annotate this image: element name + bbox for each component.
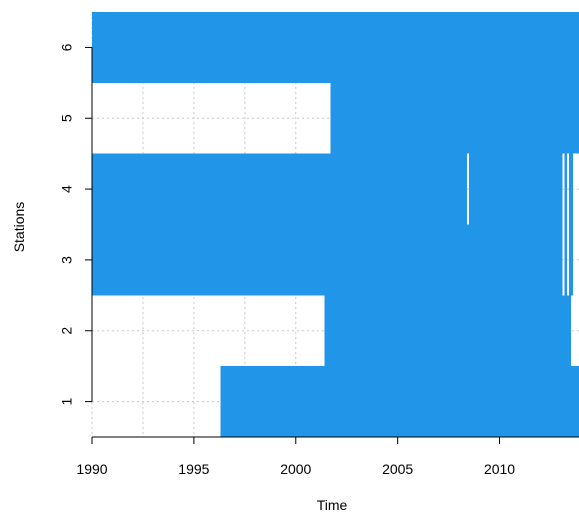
- x-tick-label: 2000: [280, 461, 311, 477]
- availability-bar-station-3: [564, 224, 567, 296]
- x-tick-label: 1990: [76, 461, 107, 477]
- availability-bar-station-4: [92, 153, 467, 225]
- x-tick-label: 2010: [484, 461, 515, 477]
- x-tick-label: 1995: [178, 461, 209, 477]
- availability-bar-station-1: [220, 366, 579, 437]
- y-tick-label: 6: [59, 43, 75, 51]
- availability-bar-station-4: [568, 153, 573, 225]
- availability-bar-station-3: [568, 224, 573, 296]
- y-tick-label: 3: [59, 256, 75, 264]
- y-tick-label: 4: [59, 185, 75, 193]
- availability-bar-station-4: [468, 153, 563, 225]
- x-axis-title: Time: [317, 497, 348, 513]
- availability-bar-station-2: [324, 295, 571, 367]
- y-tick-label: 5: [59, 114, 75, 122]
- y-tick-label: 1: [59, 397, 75, 405]
- availability-bar-station-4: [564, 153, 567, 225]
- y-tick-label: 2: [59, 327, 75, 335]
- x-tick-label: 2005: [382, 461, 413, 477]
- y-axis-title: Stations: [11, 202, 27, 253]
- availability-bar-station-3: [92, 224, 563, 296]
- availability-bar-station-5: [330, 82, 579, 154]
- axes: 1990 1995 2000 2005 2010 1 2 3 4 5 6: [59, 43, 579, 477]
- availability-bars: [92, 12, 579, 437]
- availability-bar-station-6: [92, 12, 579, 83]
